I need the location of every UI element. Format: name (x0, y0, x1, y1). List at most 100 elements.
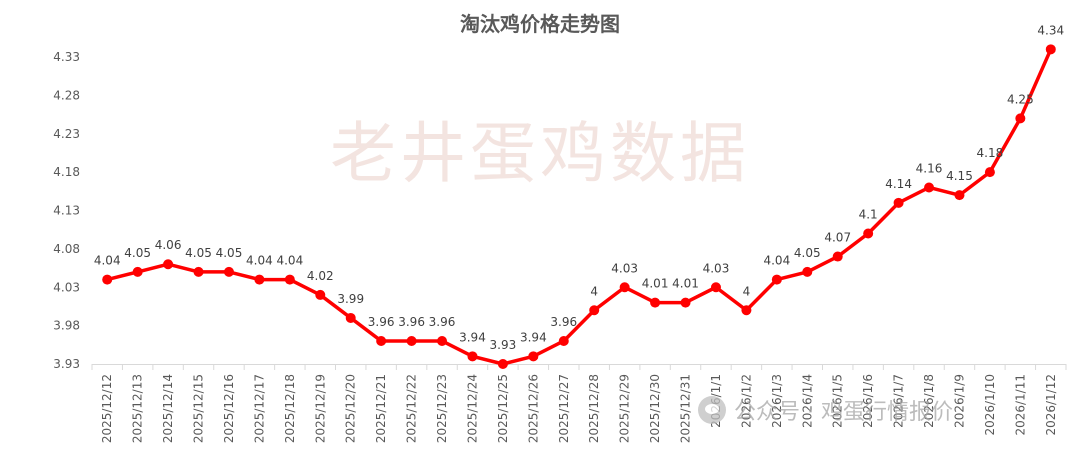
y-tick-label: 4.23 (53, 127, 80, 141)
y-tick-label: 4.03 (53, 280, 80, 294)
data-label: 4.16 (916, 161, 943, 175)
data-label: 4.15 (946, 169, 973, 183)
data-label: 3.93 (490, 338, 517, 352)
x-tick-label: 2025/12/27 (557, 374, 571, 443)
x-tick-label: 2025/12/31 (679, 374, 693, 443)
data-label: 4.02 (307, 269, 334, 283)
watermark-text: 老井蛋鸡数据 (330, 115, 750, 192)
x-tick-label: 2025/12/14 (161, 374, 175, 443)
data-label: 4.04 (763, 254, 790, 268)
x-tick-label: 2025/12/23 (435, 374, 449, 443)
x-tick-label: 2025/12/17 (252, 374, 266, 443)
data-point (467, 351, 478, 362)
data-point (589, 305, 600, 316)
data-point (132, 266, 143, 277)
data-point (1015, 113, 1026, 124)
data-label: 3.94 (459, 330, 486, 344)
data-point (163, 259, 174, 270)
data-label: 4.01 (642, 277, 669, 291)
data-point (741, 305, 752, 316)
data-point (802, 266, 813, 277)
data-label: 4.04 (246, 254, 273, 268)
data-point (193, 266, 204, 277)
x-tick-label: 2026/1/8 (922, 374, 936, 428)
data-label: 4.04 (94, 254, 121, 268)
wechat-watermark: 公众号 · 鸡蛋行情报价 (698, 393, 953, 427)
y-tick-label: 4.18 (53, 165, 80, 179)
series-line (105, 47, 1053, 366)
data-point (376, 335, 387, 346)
data-point (893, 197, 904, 208)
data-point (345, 312, 356, 323)
y-tick-label: 4.28 (53, 88, 80, 102)
data-point (497, 359, 508, 369)
data-point (984, 167, 995, 178)
data-point (650, 297, 661, 308)
data-point (315, 289, 326, 300)
data-point (924, 182, 935, 193)
data-label: 4.07 (824, 231, 851, 245)
x-tick-label: 2025/12/25 (496, 374, 510, 443)
x-tick-label: 2025/12/26 (526, 374, 540, 443)
data-point (1045, 44, 1056, 55)
x-tick-label: 2026/1/10 (983, 374, 997, 436)
data-point (102, 274, 113, 285)
data-label: 3.96 (398, 315, 425, 329)
data-point (528, 351, 539, 362)
x-tick-label: 2025/12/28 (587, 374, 601, 443)
data-point (710, 282, 721, 293)
x-tick-label: 2026/1/3 (770, 374, 784, 428)
y-tick-label: 4.13 (53, 204, 80, 218)
y-tick-label: 4.33 (53, 50, 80, 64)
x-tick-label: 2026/1/7 (892, 374, 906, 428)
data-point (863, 228, 874, 239)
data-point (680, 297, 691, 308)
data-label: 4.05 (185, 246, 212, 260)
x-tick-label: 2026/1/6 (861, 374, 875, 428)
x-tick-label: 2025/12/30 (648, 374, 662, 443)
wechat-watermark-text: 公众号 · 鸡蛋行情报价 (734, 400, 953, 425)
x-tick-label: 2026/1/12 (1044, 374, 1058, 436)
data-label: 3.94 (520, 330, 547, 344)
data-label: 4.25 (1007, 92, 1034, 106)
data-point (437, 335, 448, 346)
data-point (832, 251, 843, 262)
y-tick-label: 3.93 (53, 357, 80, 371)
data-label: 3.96 (429, 315, 456, 329)
data-point (771, 274, 782, 285)
chart-title: 淘汰鸡价格走势图 (460, 12, 620, 36)
x-tick-label: 2025/12/16 (222, 374, 236, 443)
x-tick-label: 2025/12/24 (465, 374, 479, 443)
x-tick-label: 2026/1/2 (739, 374, 753, 428)
x-tick-label: 2025/12/19 (313, 374, 327, 443)
data-label: 3.96 (368, 315, 395, 329)
x-tick-label: 2025/12/15 (192, 374, 206, 443)
data-point (619, 282, 630, 293)
data-label: 4.05 (124, 246, 151, 260)
data-label: 4.06 (155, 238, 182, 252)
data-point (284, 274, 295, 285)
x-tick-label: 2025/12/21 (374, 374, 388, 443)
data-label: 4 (590, 284, 598, 298)
data-label: 4.34 (1037, 23, 1064, 37)
data-point (558, 335, 569, 346)
data-point (406, 335, 417, 346)
data-point (254, 274, 265, 285)
data-label: 4.05 (216, 246, 243, 260)
data-point (223, 266, 234, 277)
data-label: 4.14 (885, 177, 912, 191)
data-label: 3.96 (550, 315, 577, 329)
y-tick-label: 4.08 (53, 242, 80, 256)
x-tick-label: 2025/12/12 (100, 374, 114, 443)
data-point (954, 190, 965, 201)
x-tick-label: 2025/12/18 (283, 374, 297, 443)
x-tick-label: 2025/12/13 (131, 374, 145, 443)
x-tick-label: 2026/1/9 (952, 374, 966, 428)
data-label: 4 (743, 284, 751, 298)
x-tick-label: 2025/12/20 (344, 374, 358, 443)
x-tick-label: 2025/12/22 (405, 374, 419, 443)
wechat-icon (698, 396, 726, 424)
data-label: 4.03 (611, 261, 638, 275)
